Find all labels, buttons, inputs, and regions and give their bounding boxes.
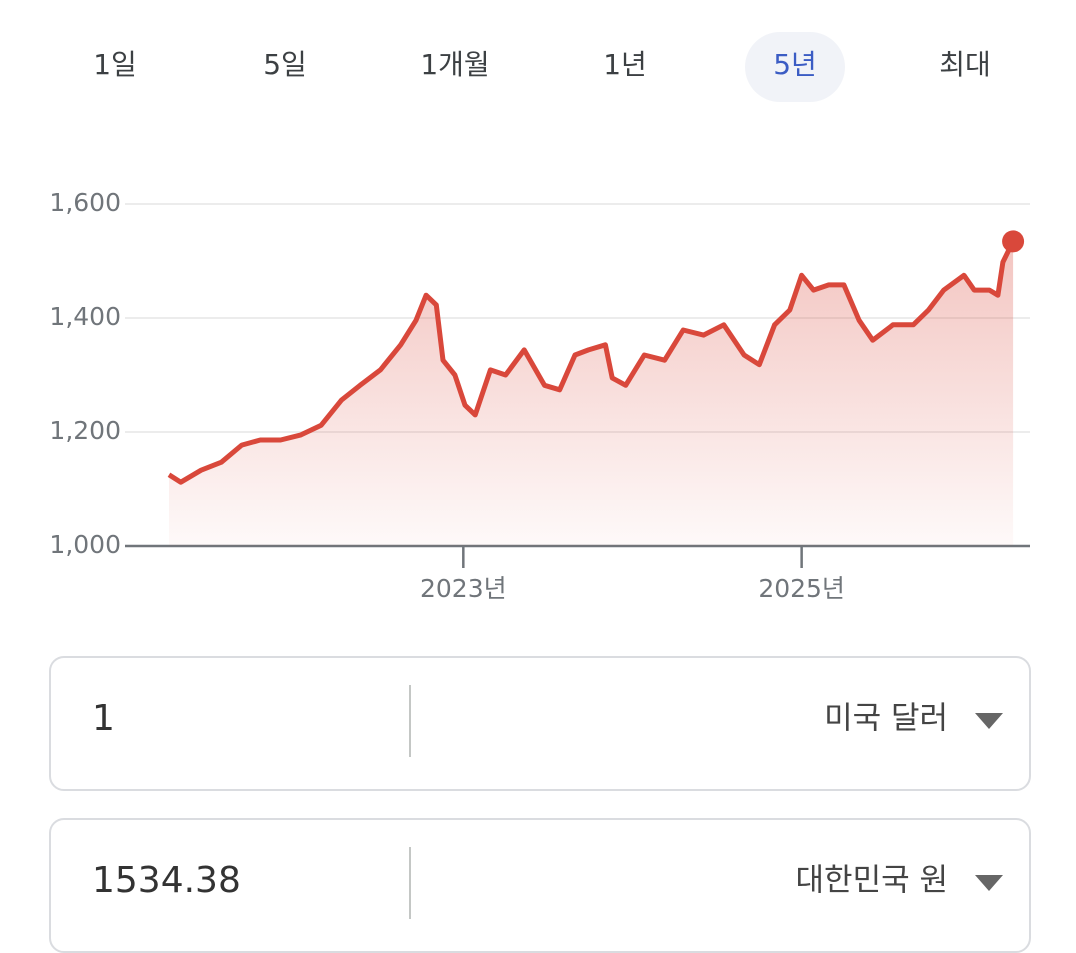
- tab[interactable]: 5일: [263, 48, 307, 81]
- tab[interactable]: 1개월: [420, 48, 489, 81]
- tab[interactable]: 5년: [773, 48, 817, 81]
- currency[interactable]: 미국 달러: [824, 701, 948, 737]
- tab[interactable]: 최대: [939, 48, 991, 81]
- tab-highlight: [745, 32, 845, 102]
- amount-box[interactable]: [49, 818, 1031, 953]
- y-tick-label: 1,400: [49, 302, 121, 331]
- amount[interactable]: 1: [92, 698, 115, 739]
- dropdown-arrow[interactable]: [975, 875, 1003, 891]
- currency[interactable]: 대한민국 원: [796, 863, 948, 899]
- end-point: [1002, 230, 1025, 253]
- tab[interactable]: 1일: [93, 48, 137, 81]
- line: [167, 240, 1016, 485]
- dropdown-arrow[interactable]: [975, 713, 1003, 729]
- x-tick-label: 2023년: [420, 574, 507, 603]
- y-tick-label: 1,200: [49, 416, 121, 445]
- x-tick-label: 2025년: [758, 574, 845, 603]
- y-tick-label: 1,000: [49, 530, 121, 559]
- amount-box[interactable]: [49, 656, 1031, 791]
- tab[interactable]: 1년: [603, 48, 647, 81]
- area: [169, 241, 1014, 546]
- y-tick-label: 1,600: [49, 188, 121, 217]
- amount[interactable]: 1534.38: [92, 860, 241, 901]
